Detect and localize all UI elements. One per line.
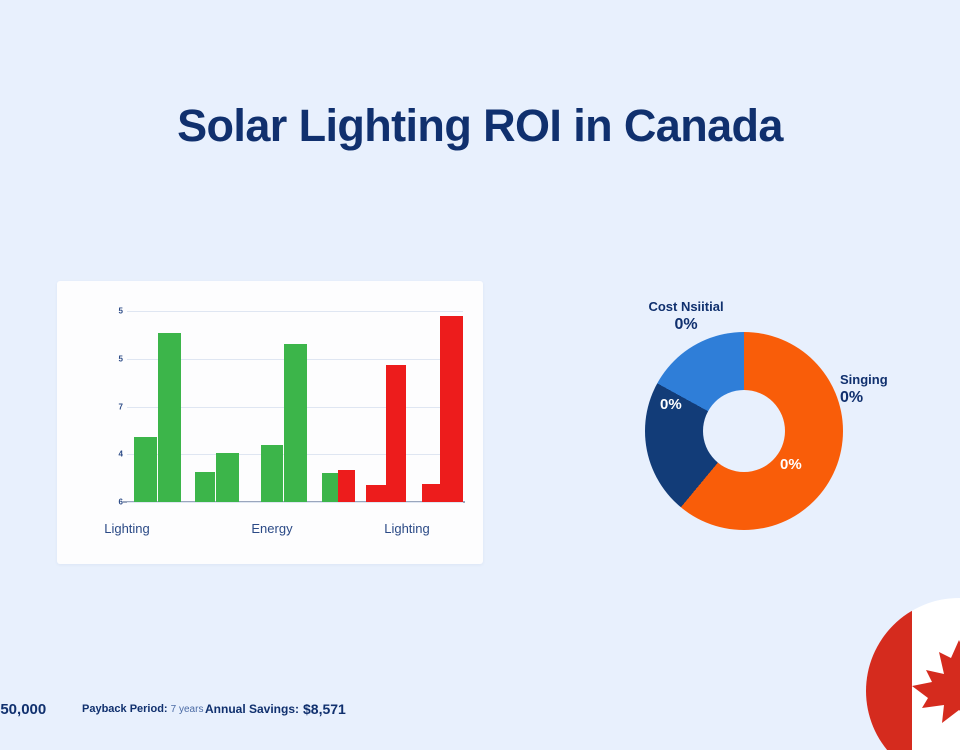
bar-chart-bar <box>421 483 441 502</box>
bar-chart-bar <box>194 471 215 502</box>
bar-chart-plot-area: 5 5 7 4 6 <box>119 307 465 507</box>
bar-chart-card: 5 5 7 4 6 Lighting Energy Lighting <box>57 281 483 564</box>
bar-chart-bar <box>261 444 284 502</box>
bar-chart-bar <box>439 315 463 502</box>
donut-callout-cost-initial-value: 0% <box>674 316 698 334</box>
stats-bar: $50,000 Payback Period: 7 years Annual S… <box>0 697 960 721</box>
donut-callout-singing-value: 0% <box>840 389 864 407</box>
donut-chart: Cost Nsiitial 0% Singing 0% 0% 0% <box>600 290 940 555</box>
page-title: Solar Lighting ROI in Canada <box>177 100 783 151</box>
donut-callout-cost-initial-label: Cost Nsiitial <box>648 299 724 314</box>
stat-annual-savings-value: $8,571 <box>303 701 346 717</box>
bar-chart-bar <box>366 485 387 502</box>
bar-chart-gridline <box>127 311 463 312</box>
bar-chart-gridline <box>127 502 463 503</box>
bar-chart-bar <box>337 469 355 502</box>
stat-payback-label: Payback Period: <box>82 703 168 715</box>
donut-center-hole <box>703 390 785 472</box>
stat-payback-period: Payback Period: 7 years <box>82 703 203 715</box>
bar-chart-bar <box>386 365 406 502</box>
donut-slice-label-orange: 0% <box>780 456 802 473</box>
bar-chart-bar <box>158 333 182 502</box>
bar-chart-x-label: Energy <box>251 521 293 536</box>
donut-ring <box>645 332 843 530</box>
bar-chart-bar <box>134 436 158 502</box>
bar-chart-y-tick: 5 <box>118 306 123 316</box>
bar-chart-y-tick: 5 <box>118 354 123 364</box>
bar-chart-bar <box>321 473 338 502</box>
donut-callout-singing-label: Singing <box>840 372 888 387</box>
bar-chart-y-tick: 7 <box>118 402 123 411</box>
stat-annual-savings-label: Annual Savings: <box>205 702 300 716</box>
donut-callout-cost-initial: Cost Nsiitial 0% <box>636 299 736 335</box>
stat-total-cost: $50,000 <box>0 700 47 718</box>
bar-chart-bar <box>284 344 308 502</box>
bar-chart-y-tick: 4 <box>118 449 123 459</box>
bar-chart-x-label: Lighting <box>384 521 430 536</box>
canada-flag-icon <box>866 598 960 750</box>
donut-slice-label-navy: 0% <box>660 396 682 413</box>
stat-payback-value: 7 years <box>170 704 204 715</box>
bar-chart-x-label: Lighting <box>104 521 150 536</box>
bar-chart-y-tick: 6 <box>118 497 123 507</box>
donut-callout-singing: Singing 0% <box>840 372 940 408</box>
bar-chart-bar <box>216 452 239 502</box>
